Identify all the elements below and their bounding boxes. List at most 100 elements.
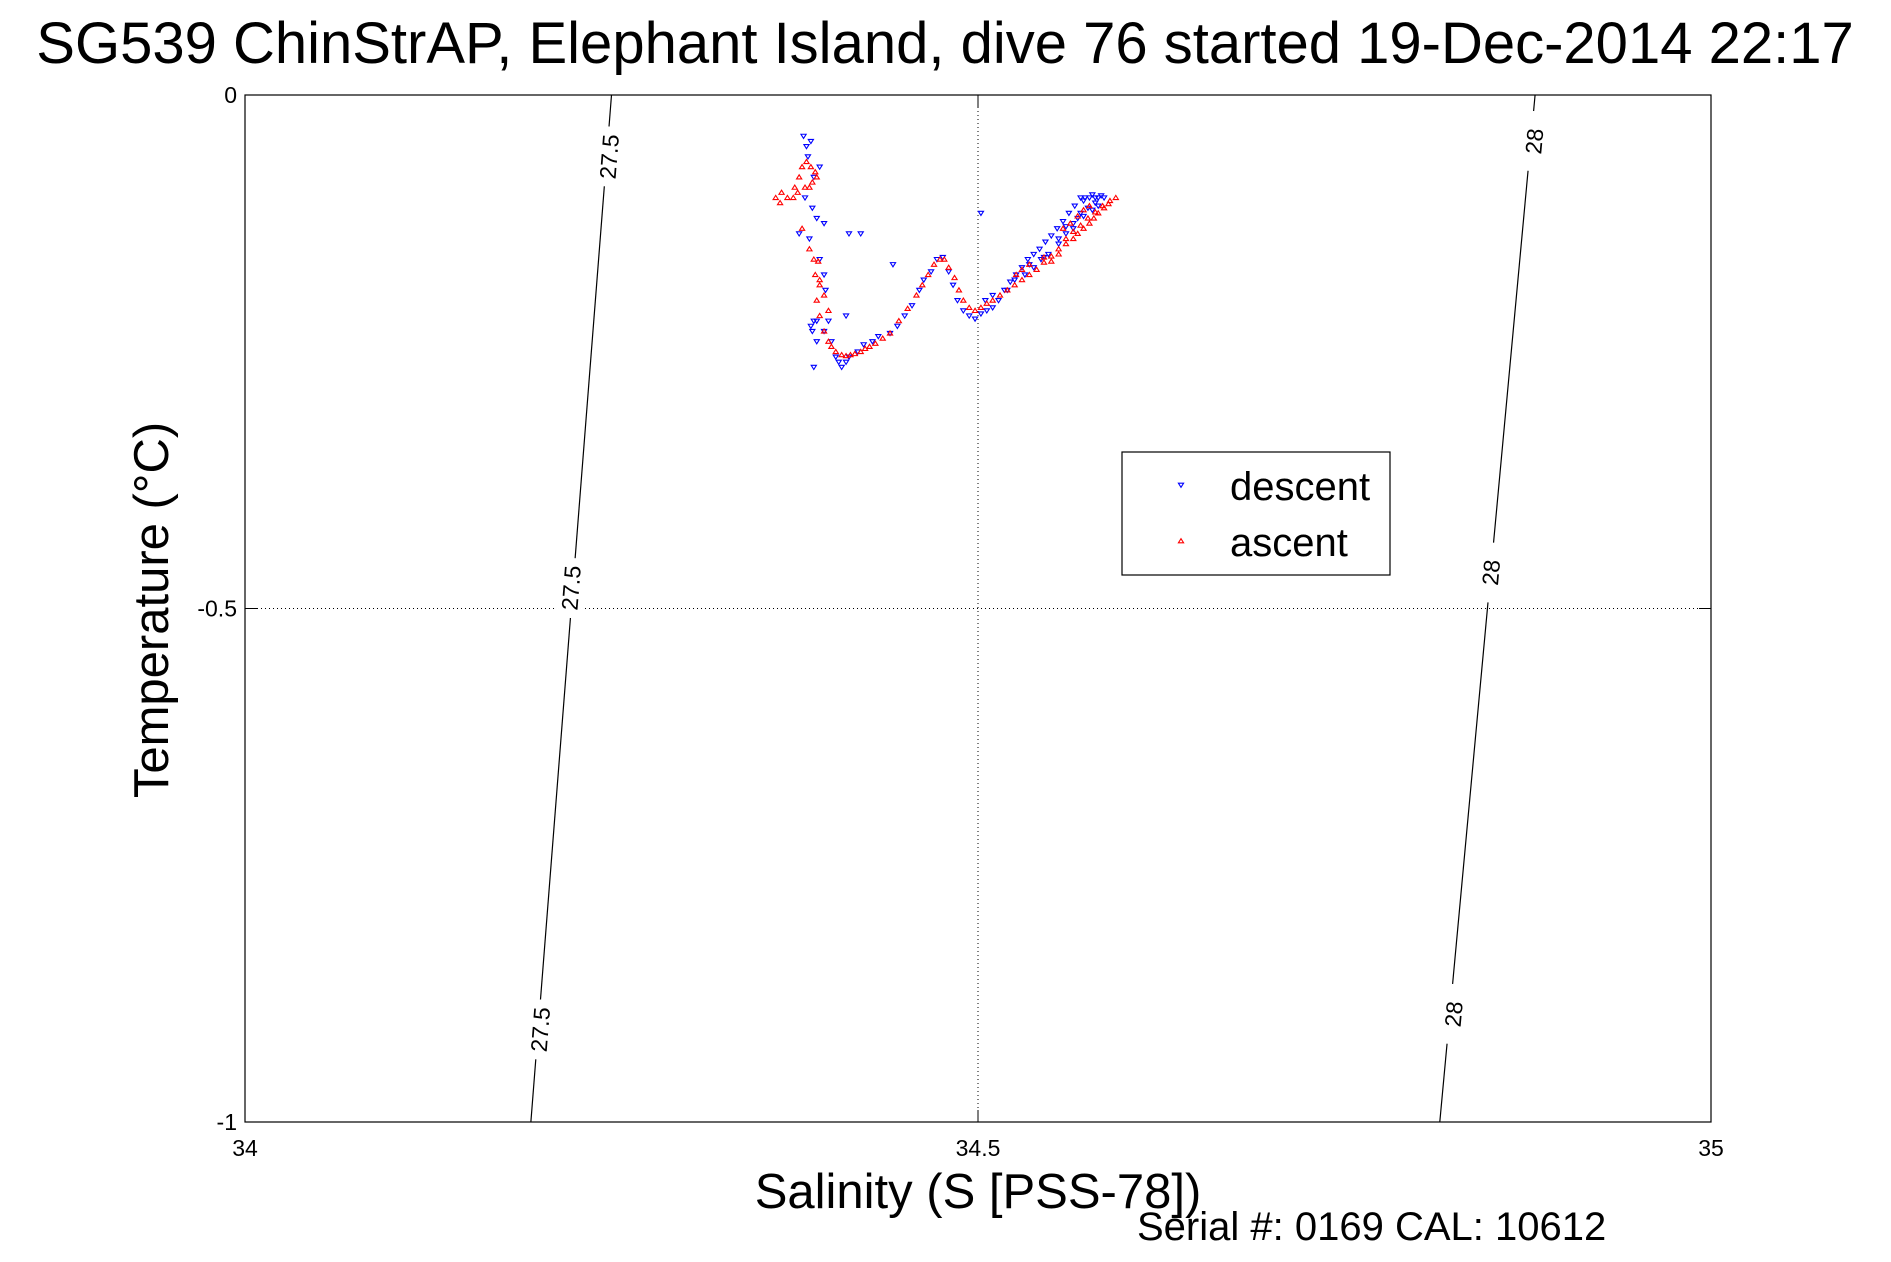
data-point-descent — [1011, 277, 1019, 284]
data-point-descent — [908, 303, 916, 309]
data-point-ascent — [798, 163, 806, 170]
data-point-descent — [857, 231, 865, 238]
data-point-descent — [901, 313, 909, 320]
data-point-descent — [1079, 198, 1088, 205]
data-point-ascent — [879, 335, 887, 341]
series-ascent — [772, 158, 1120, 359]
data-point-ascent — [940, 255, 948, 262]
data-point-ascent — [824, 307, 833, 314]
data-point-ascent — [791, 184, 799, 190]
data-point-ascent — [1066, 219, 1074, 226]
data-point-descent — [1062, 231, 1070, 238]
data-point-ascent — [1091, 208, 1099, 215]
data-point-descent — [1079, 213, 1088, 220]
contour-label: 27.5 — [595, 133, 624, 180]
data-point-ascent — [777, 189, 786, 195]
contour-label-bg — [592, 125, 626, 188]
data-point-ascent — [1012, 271, 1020, 278]
data-point-descent — [1044, 251, 1052, 258]
data-point-descent — [994, 298, 1003, 304]
data-point-ascent — [1085, 219, 1094, 226]
data-point-ascent — [955, 286, 963, 293]
data-point-ascent — [772, 194, 780, 201]
legend-label-ascent: ascent — [1230, 521, 1348, 565]
data-point-descent — [821, 287, 830, 294]
data-point-ascent — [1077, 222, 1085, 228]
data-point-ascent — [918, 281, 926, 288]
data-point-descent — [977, 210, 985, 217]
contour-label-bg — [1474, 541, 1508, 604]
data-point-descent — [832, 354, 840, 361]
data-point-descent — [965, 313, 973, 320]
data-point-descent — [1024, 256, 1032, 263]
data-point-ascent — [930, 261, 938, 267]
y-tick-label: -0.5 — [197, 596, 237, 622]
data-point-descent — [813, 339, 821, 345]
x-axis-label: Salinity (S [PSS-78]) — [755, 1165, 1202, 1219]
data-point-ascent — [1104, 200, 1113, 207]
data-point-ascent — [1018, 276, 1026, 283]
data-point-ascent — [798, 225, 806, 231]
data-point-descent — [1030, 265, 1038, 271]
data-point-descent — [1041, 239, 1050, 246]
data-point-ascent — [989, 297, 997, 303]
data-point-descent — [820, 221, 828, 227]
data-point-ascent — [807, 163, 815, 170]
legend-entries: descent ascent — [1177, 465, 1370, 565]
data-point-descent — [953, 298, 962, 304]
data-point-ascent — [813, 297, 821, 303]
data-point-descent — [1021, 272, 1029, 279]
data-point-descent — [1077, 195, 1085, 202]
data-point-ascent — [1094, 209, 1102, 216]
data-point-ascent — [1011, 281, 1019, 288]
data-point-descent — [989, 292, 997, 299]
data-point-descent — [959, 308, 967, 315]
data-point-descent — [1094, 195, 1102, 202]
x-tick-label: 35 — [1698, 1135, 1724, 1161]
data-point-descent — [1085, 195, 1094, 202]
data-point-ascent — [820, 327, 828, 334]
data-point-ascent — [1055, 250, 1063, 257]
data-point-ascent — [1074, 230, 1082, 237]
data-point-descent — [807, 138, 815, 145]
data-point-descent — [1077, 210, 1085, 217]
data-point-ascent — [827, 343, 835, 349]
data-point-ascent — [811, 271, 819, 278]
data-point-ascent — [1079, 206, 1088, 213]
data-point-descent — [1088, 192, 1096, 198]
data-point-ascent — [1069, 228, 1077, 234]
data-point-descent — [1018, 265, 1026, 271]
data-point-ascent — [1084, 214, 1092, 221]
data-point-ascent — [776, 199, 784, 206]
data-point-ascent — [1079, 225, 1088, 231]
y-tick-label: 0 — [224, 82, 237, 108]
data-point-descent — [835, 359, 843, 366]
gridlines — [245, 95, 1711, 1122]
data-point-descent — [813, 215, 821, 222]
data-point-descent — [810, 364, 818, 371]
data-point-ascent — [1025, 271, 1033, 278]
data-point-descent — [920, 277, 928, 284]
data-point-ascent — [832, 348, 840, 355]
data-point-descent — [1069, 226, 1077, 232]
data-point-descent — [802, 143, 811, 150]
data-point-descent — [808, 205, 816, 212]
data-point-descent — [801, 195, 809, 202]
data-point-descent — [805, 236, 814, 243]
legend-marker-descent — [1177, 482, 1185, 489]
data-point-ascent — [959, 297, 967, 303]
contour-line — [1439, 94, 1536, 1123]
data-point-descent — [1100, 195, 1108, 202]
data-point-ascent — [1018, 266, 1026, 272]
data-point-ascent — [816, 312, 824, 319]
data-point-descent — [842, 313, 850, 320]
data-point-ascent — [1059, 225, 1067, 231]
chart-title: SG539 ChinStrAP, Elephant Island, dive 7… — [36, 11, 1853, 76]
data-point-ascent — [965, 304, 973, 310]
data-point-descent — [1053, 226, 1061, 232]
legend: descent ascent — [1121, 451, 1391, 576]
data-point-descent — [795, 231, 803, 238]
data-point-ascent — [936, 255, 944, 262]
data-point-descent — [845, 231, 853, 238]
data-point-descent — [1047, 233, 1055, 240]
